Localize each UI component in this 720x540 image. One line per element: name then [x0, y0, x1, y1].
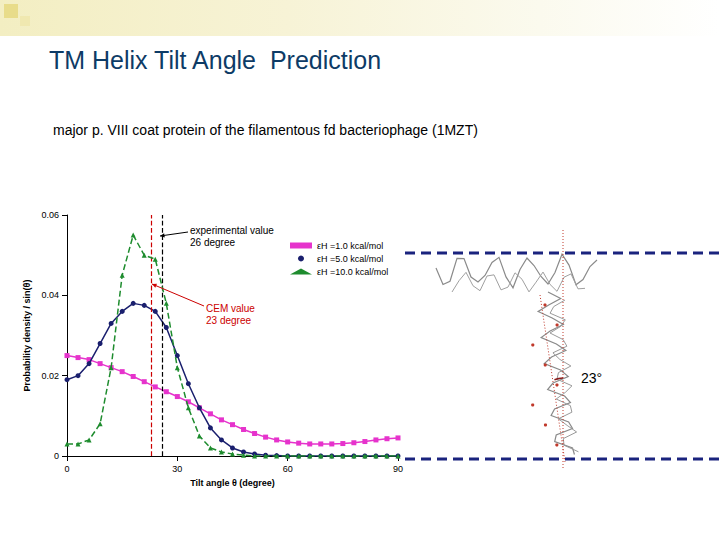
svg-text:30: 30 — [172, 464, 182, 474]
svg-text:εH =10.0 kcal/mol: εH =10.0 kcal/mol — [317, 267, 388, 277]
svg-text:experimental value: experimental value — [190, 225, 274, 236]
svg-text:23°: 23° — [581, 370, 602, 386]
svg-text:εH =5.0 kcal/mol: εH =5.0 kcal/mol — [317, 254, 383, 264]
svg-text:26 degree: 26 degree — [190, 237, 235, 248]
svg-text:90: 90 — [393, 464, 403, 474]
svg-text:0: 0 — [54, 451, 59, 461]
svg-text:23 degree: 23 degree — [206, 315, 251, 326]
svg-text:0.06: 0.06 — [41, 210, 59, 220]
svg-text:0.04: 0.04 — [41, 290, 59, 300]
svg-text:Tilt angle θ (degree): Tilt angle θ (degree) — [190, 478, 275, 488]
svg-text:0: 0 — [64, 464, 69, 474]
svg-text:εH =1.0 kcal/mol: εH =1.0 kcal/mol — [317, 241, 383, 251]
svg-text:0.02: 0.02 — [41, 371, 59, 381]
svg-text:Probability density / sin(θ): Probability density / sin(θ) — [22, 280, 32, 392]
svg-text:60: 60 — [283, 464, 293, 474]
svg-text:major p. VIII coat protein of: major p. VIII coat protein of the filame… — [53, 122, 478, 138]
svg-text:CEM value: CEM value — [206, 303, 255, 314]
svg-text:TM Helix Tilt Angle Predictio: TM Helix Tilt Angle Prediction — [49, 46, 381, 74]
